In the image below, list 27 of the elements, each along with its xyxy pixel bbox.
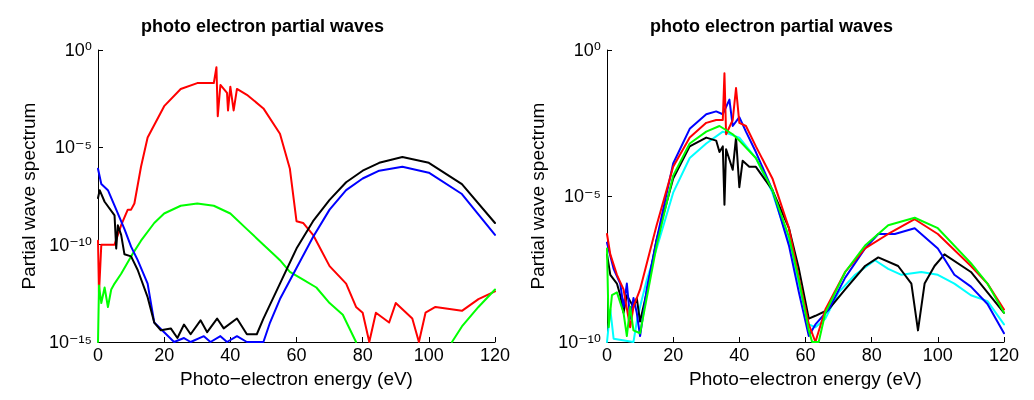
x-tick-label: 20 xyxy=(663,345,684,365)
y-tick-label: 10⁻¹⁵ xyxy=(49,332,92,352)
y-tick-label: 10⁻⁵ xyxy=(564,186,601,206)
x-tick-label: 20 xyxy=(154,345,175,365)
x-tick-label: 80 xyxy=(352,345,373,365)
x-tick-label: 120 xyxy=(988,345,1020,365)
y-axis-title: Partial wave spectrum xyxy=(18,102,40,290)
x-tick-label: 80 xyxy=(861,345,882,365)
x-tick-label: 60 xyxy=(795,345,816,365)
y-tick-label: 10⁰ xyxy=(64,40,92,60)
x-tick-label: 120 xyxy=(479,345,511,365)
x-tick-label: 0 xyxy=(601,345,613,365)
x-tick-label: 100 xyxy=(413,345,444,365)
x-tick-label: 60 xyxy=(286,345,307,365)
y-tick-label: 10⁻¹⁰ xyxy=(49,234,92,255)
y-axis-title: Partial wave spectrum xyxy=(527,102,549,290)
x-tick-label: 40 xyxy=(729,345,750,365)
y-tick-label: 10⁰ xyxy=(573,40,601,60)
chart-title: photo electron partial waves xyxy=(649,16,894,36)
x-axis-title: Photo−electron energy (eV) xyxy=(180,367,413,389)
x-tick-label: 40 xyxy=(220,345,241,365)
x-tick-label: 0 xyxy=(92,345,104,365)
chart-title: photo electron partial waves xyxy=(140,16,385,36)
x-tick-label: 100 xyxy=(922,345,953,365)
y-tick-label: 10⁻⁵ xyxy=(55,137,92,158)
x-axis-title: Photo−electron energy (eV) xyxy=(689,367,922,389)
y-tick-label: 10⁻¹⁰ xyxy=(558,332,601,352)
